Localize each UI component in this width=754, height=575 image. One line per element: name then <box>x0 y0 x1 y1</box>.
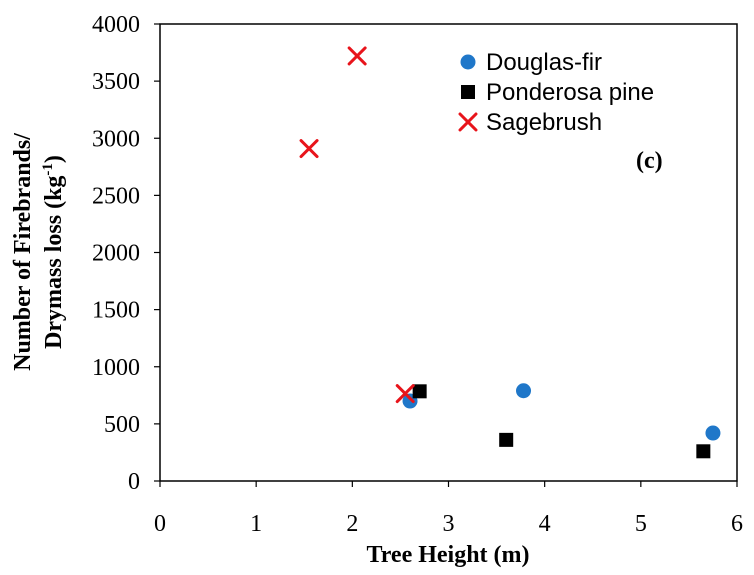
point-sagebrush <box>299 139 319 159</box>
x-axis-ticks: 0 1 2 3 4 5 6 <box>154 481 743 537</box>
y-tick-label: 3500 <box>92 69 140 95</box>
point-sagebrush <box>347 46 367 66</box>
x-tick-label: 3 <box>443 511 455 537</box>
point-ponderosa-pine <box>696 444 711 459</box>
legend-marker-ponderosa-pine <box>461 85 475 99</box>
x-tick-label: 5 <box>635 511 647 537</box>
x-tick-label: 0 <box>154 511 166 537</box>
y-tick-label: 1500 <box>92 298 140 324</box>
y-tick-label: 4000 <box>92 12 140 38</box>
y-axis-title-superscript: -1 <box>40 163 56 176</box>
x-tick-label: 2 <box>346 511 358 537</box>
y-axis-ticks: 0 500 1000 1500 2000 2500 3000 3500 4000 <box>92 12 160 495</box>
point-douglas-fir <box>705 425 721 441</box>
y-axis-title-main: Drymass loss (kg <box>41 176 67 349</box>
x-tick-label: 6 <box>731 511 743 537</box>
point-ponderosa-pine <box>499 432 514 447</box>
y-axis-title: Number of Firebrands/ Drymass loss (kg-1… <box>10 133 67 371</box>
legend-marker-douglas-fir <box>460 54 476 70</box>
data-points <box>299 46 721 459</box>
y-tick-label: 2000 <box>92 241 140 267</box>
y-tick-label: 1000 <box>92 355 140 381</box>
y-tick-label: 3000 <box>92 126 140 152</box>
point-sagebrush <box>395 384 415 404</box>
panel-annotation: (c) <box>636 148 663 174</box>
legend-label-douglas-fir: Douglas-fir <box>486 49 602 76</box>
x-tick-label: 1 <box>250 511 262 537</box>
point-ponderosa-pine <box>412 384 427 399</box>
x-tick-label: 4 <box>539 511 551 537</box>
y-tick-label: 2500 <box>92 183 140 209</box>
y-axis-title-line1: Number of Firebrands/ <box>10 133 36 371</box>
y-tick-label: 500 <box>104 412 140 438</box>
legend-label-sagebrush: Sagebrush <box>486 109 602 136</box>
legend-marker-sagebrush <box>458 112 478 132</box>
legend: Douglas-fir Ponderosa pine Sagebrush <box>458 49 654 136</box>
y-axis-title-close: ) <box>41 155 67 163</box>
y-tick-label: 0 <box>128 469 140 495</box>
y-axis-title-line2: Drymass loss (kg-1) <box>40 155 67 349</box>
point-douglas-fir <box>516 383 532 399</box>
x-axis-title: Tree Height (m) <box>366 542 529 568</box>
plot-area <box>159 23 738 482</box>
legend-label-ponderosa-pine: Ponderosa pine <box>486 79 654 106</box>
